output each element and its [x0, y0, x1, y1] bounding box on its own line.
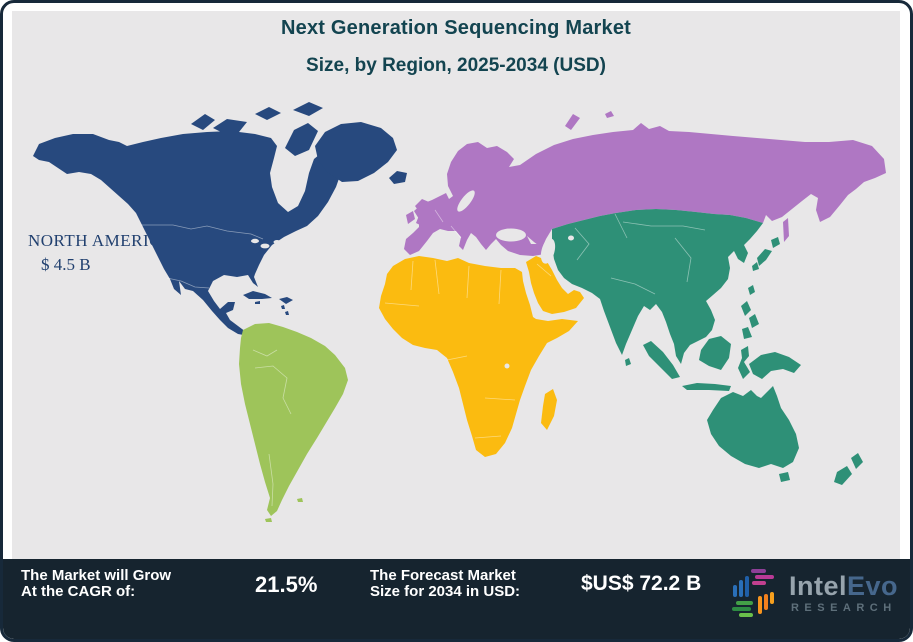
brand-part2: Evo: [846, 570, 898, 601]
intelevo-logo: IntelEvo RESEARCH: [727, 564, 898, 622]
cagr-value: 21.5%: [255, 572, 318, 597]
cagr-label-line2: At the CAGR of:: [21, 583, 136, 600]
country-borders: [141, 209, 706, 507]
region-value: $ 4.5 B: [41, 255, 91, 274]
region-africa-middle-east: [379, 256, 584, 457]
page-subtitle: Size, by Region, 2025-2034 (USD): [306, 55, 606, 76]
region-asia-pacific: [552, 209, 863, 485]
brand-part1: Intel: [788, 570, 847, 601]
forecast-value: $US$ 72.2 B: [581, 572, 702, 595]
region-south-america: [239, 323, 348, 522]
brand-name: IntelEvo: [788, 570, 898, 601]
forecast-label: The Forecast Market Size for 2034 in USD:: [370, 568, 520, 600]
forecast-label-line2: Size for 2034 in USD:: [370, 583, 521, 600]
footer-bar: The Market will Grow At the CAGR of: 21.5…: [3, 559, 910, 639]
region-label: NORTH AMERICA: [28, 231, 174, 250]
world-map: [33, 102, 886, 522]
lakes-and-seas: [251, 190, 574, 369]
brand-subtitle: RESEARCH: [790, 601, 897, 614]
title-block: Next Generation Sequencing Market Size, …: [12, 17, 900, 77]
region-north-america: [33, 102, 407, 336]
logo-pinwheel-icon: [731, 569, 774, 617]
cagr-label-line1: The Market will Grow: [21, 567, 172, 584]
page-title: Next Generation Sequencing Market: [280, 17, 632, 39]
forecast-label-line1: The Forecast Market: [370, 567, 516, 584]
logo-text: IntelEvo RESEARCH: [788, 570, 898, 614]
region-europe-russia: [404, 111, 886, 256]
cagr-label: The Market will Grow At the CAGR of:: [21, 568, 171, 600]
